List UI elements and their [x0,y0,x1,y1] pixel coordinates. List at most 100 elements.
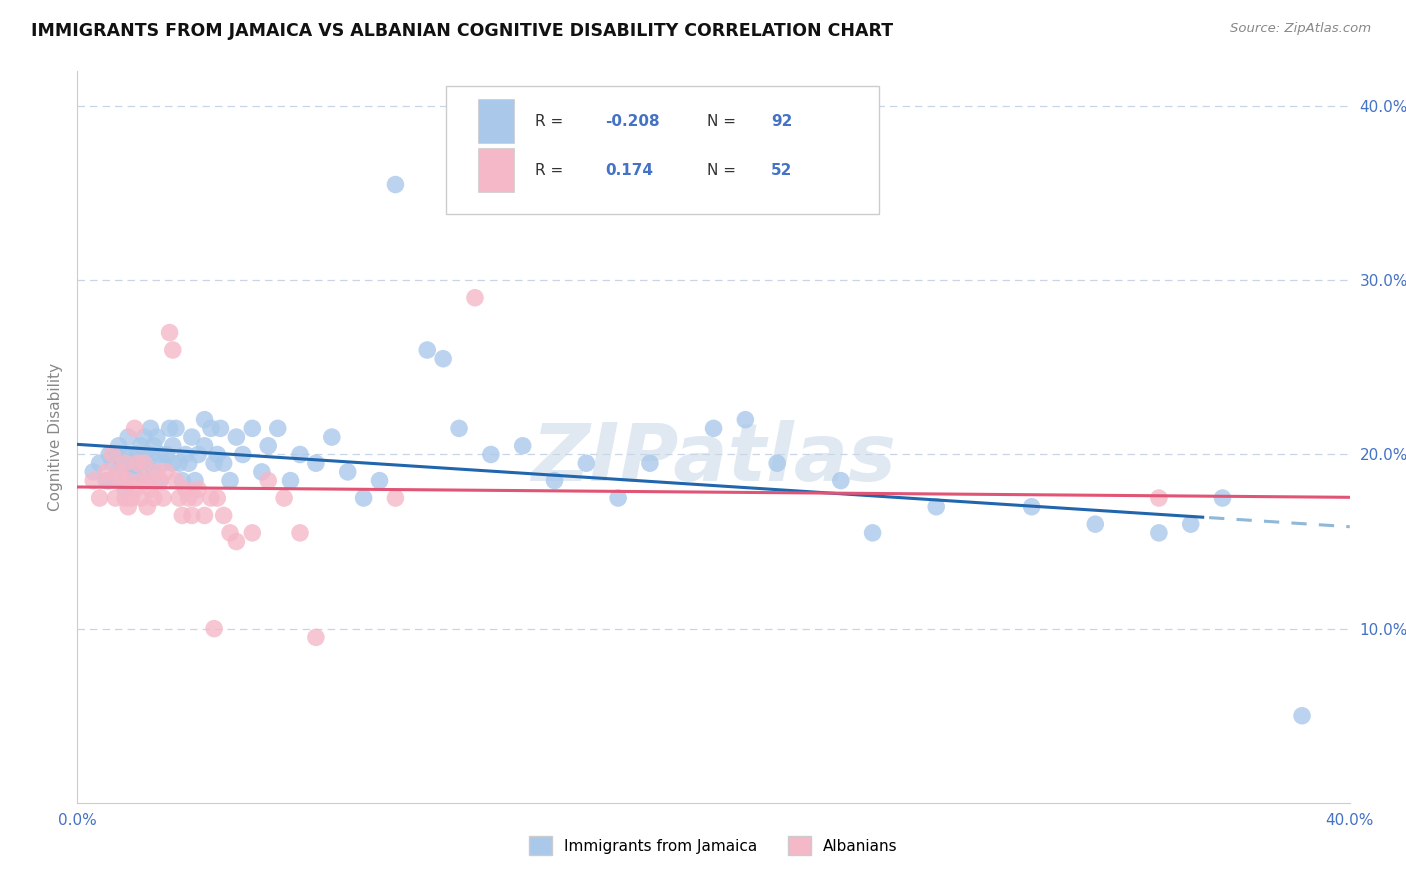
Point [172,474,194,488]
Point [134,430,156,444]
Point [219,474,242,488]
Point [107,465,129,479]
Point [111,456,134,470]
Point [200,491,222,505]
Point [368,474,391,488]
Point [124,483,146,497]
Point [250,465,273,479]
Point [159,326,181,340]
Point [734,412,756,426]
Point [124,474,146,488]
Point [219,525,242,540]
Point [202,456,225,470]
Point [165,421,187,435]
Point [114,448,136,462]
Point [149,474,172,488]
Text: 92: 92 [770,113,792,128]
Point [177,491,200,505]
Text: R =: R = [536,113,568,128]
Point [212,508,235,523]
Point [114,456,136,470]
Point [134,448,156,462]
Point [120,448,142,462]
Point [149,448,172,462]
Point [162,439,184,453]
Point [207,491,229,505]
Point [136,456,159,470]
Point [136,500,159,514]
Point [225,534,247,549]
Point [174,448,197,462]
Point [257,474,280,488]
Point [288,448,311,462]
Point [111,474,134,488]
Point [114,491,136,505]
Point [89,456,111,470]
Point [165,474,187,488]
Point [89,491,111,505]
Point [925,500,948,514]
Point [117,430,139,444]
Point [98,474,121,488]
Point [1084,517,1107,532]
Point [120,465,142,479]
Point [98,448,121,462]
Point [862,525,884,540]
Point [288,525,311,540]
Point [117,456,139,470]
Point [1291,708,1313,723]
Text: Source: ZipAtlas.com: Source: ZipAtlas.com [1230,22,1371,36]
Point [212,456,235,470]
Point [180,508,202,523]
Point [124,465,146,479]
Point [117,474,139,488]
Text: 0.174: 0.174 [606,162,654,178]
Point [703,421,725,435]
Point [174,483,197,497]
FancyBboxPatch shape [478,148,513,192]
Text: 52: 52 [770,162,792,178]
Point [353,491,375,505]
Point [449,421,471,435]
Point [136,474,159,488]
Text: -0.208: -0.208 [606,113,659,128]
Text: N =: N = [707,113,741,128]
Point [162,456,184,470]
Legend: Immigrants from Jamaica, Albanians: Immigrants from Jamaica, Albanians [523,830,904,861]
Point [152,456,174,470]
Point [124,421,146,435]
Point [101,456,124,470]
Point [129,474,152,488]
Point [1180,517,1202,532]
Point [1021,500,1043,514]
Point [180,430,202,444]
FancyBboxPatch shape [478,99,513,143]
Point [512,439,534,453]
Point [479,448,502,462]
Point [167,456,190,470]
Point [1147,525,1170,540]
Point [146,465,169,479]
Point [94,465,117,479]
Point [155,465,177,479]
Point [129,474,152,488]
Point [104,448,127,462]
Point [82,465,104,479]
Point [321,430,343,444]
Point [146,430,169,444]
Point [94,474,117,488]
Point [607,491,630,505]
Point [336,465,359,479]
Point [129,456,152,470]
Point [575,456,598,470]
Point [98,474,121,488]
Point [104,491,127,505]
Point [257,439,280,453]
Point [1212,491,1234,505]
Point [117,500,139,514]
Point [172,508,194,523]
Point [107,439,129,453]
Point [384,491,406,505]
Point [225,430,247,444]
Point [142,491,165,505]
